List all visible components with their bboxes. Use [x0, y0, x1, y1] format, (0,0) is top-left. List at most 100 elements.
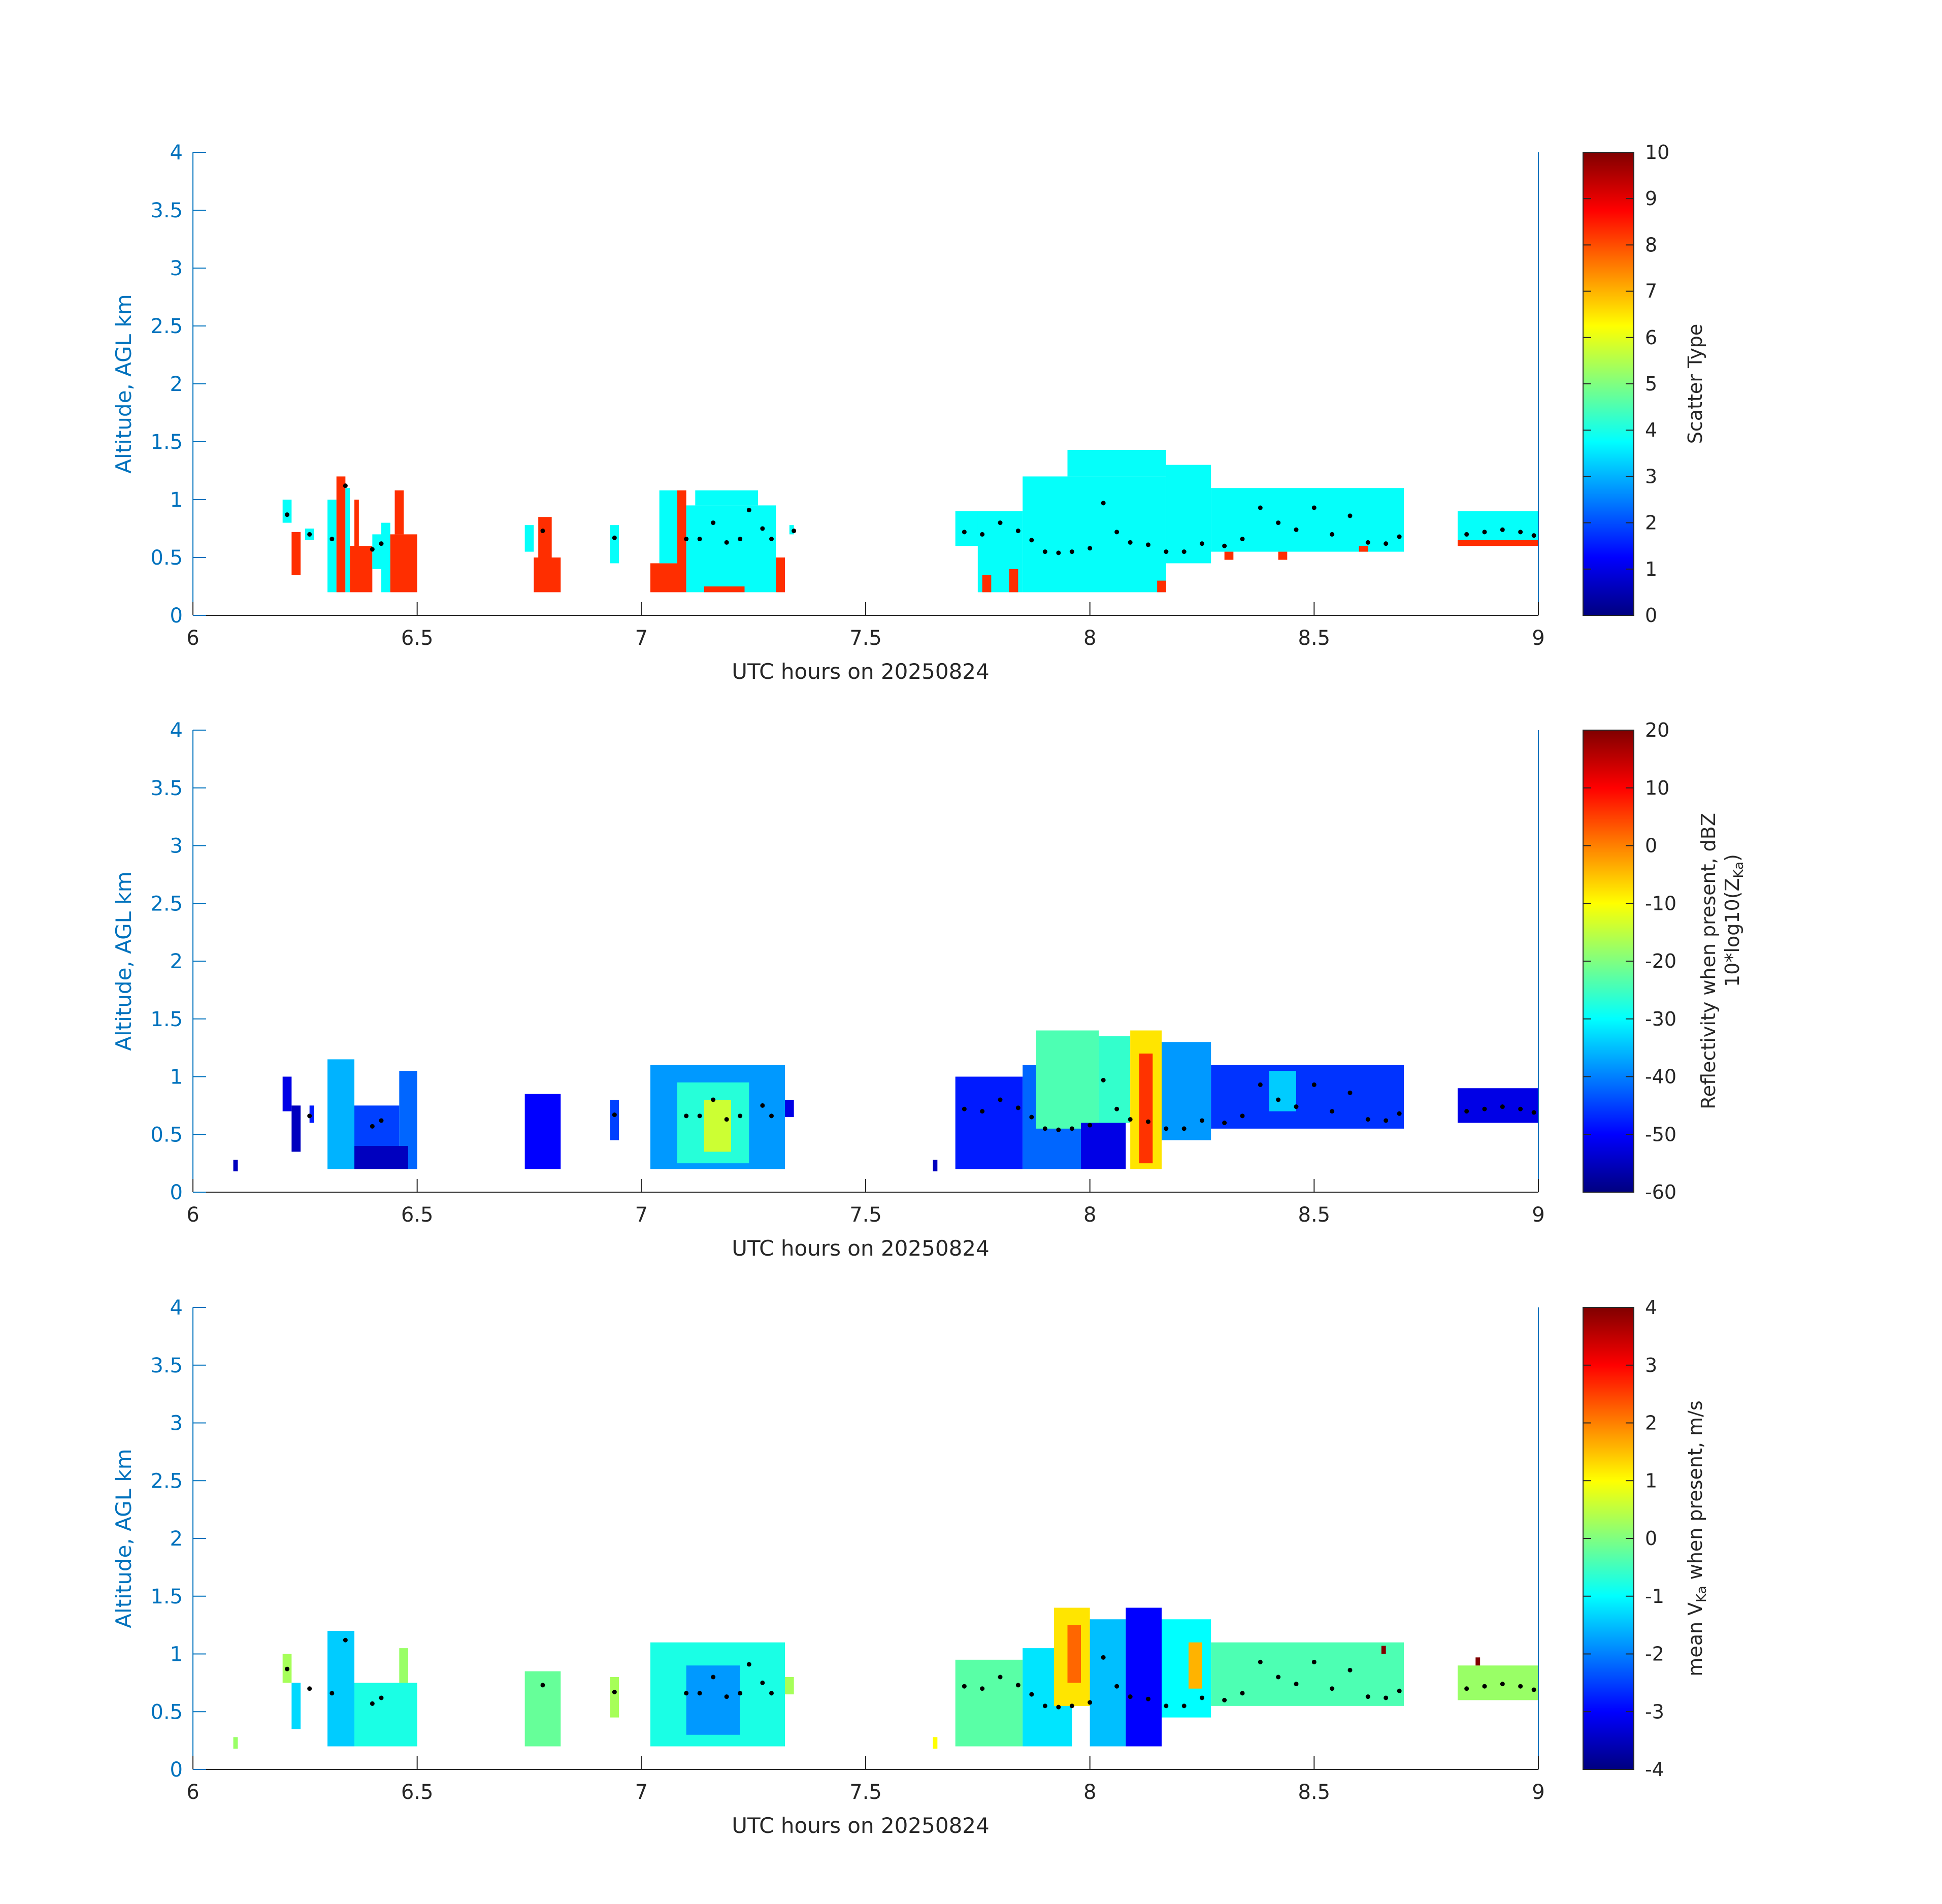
colorbar-tick-label: 10	[1645, 141, 1669, 163]
heatmap-cell	[336, 476, 346, 593]
colorbar-tick-label: -30	[1645, 1008, 1676, 1030]
cloud-base-dot	[1258, 1659, 1263, 1664]
cloud-base-dot	[1181, 549, 1187, 554]
cloud-base-dot	[1056, 1127, 1061, 1132]
cloud-base-dot	[738, 1113, 743, 1119]
cloud-base-dot	[1056, 1704, 1061, 1710]
cloud-base-dot	[1518, 1684, 1523, 1689]
cloud-base-dot	[1181, 1126, 1187, 1131]
cloud-base-dot	[760, 1680, 765, 1685]
cloud-base-dot	[1200, 541, 1204, 546]
cloud-base-dot	[1464, 1109, 1469, 1114]
cloud-base-dot	[1101, 501, 1106, 506]
x-tick-label: 6.5	[401, 1781, 434, 1804]
cloud-base-dot	[612, 1690, 617, 1695]
cloud-base-dots	[285, 1637, 1536, 1710]
y-tick-label: 3.5	[150, 1354, 183, 1377]
colorbar-tick-label: 7	[1645, 280, 1657, 303]
colorbar-tick-label: -10	[1645, 892, 1676, 914]
colorbar-tick-label: 3	[1645, 1354, 1657, 1376]
cloud-base-dot	[1482, 1106, 1487, 1111]
cloud-base-dot	[724, 1694, 729, 1699]
heatmap-cell	[1381, 1646, 1386, 1654]
heatmap-cell	[1359, 546, 1368, 552]
heatmap-cell	[1090, 1619, 1126, 1747]
x-tick-label: 8	[1083, 627, 1096, 650]
heatmap-cell	[933, 1160, 938, 1172]
y-axis-label: Altitude, AGL km	[111, 871, 136, 1051]
y-tick-label: 2	[170, 373, 183, 396]
y-tick-label: 1.5	[150, 1585, 183, 1608]
heatmap-cell	[1211, 1642, 1404, 1706]
panel-mean-velocity: 6 6.5 7 7.5 8 8.5 9 0 0.5 1 1.5 2 2.5 3 3.5 4 UTC hours …	[111, 1296, 1709, 1838]
cloud-base-dot	[1069, 1703, 1074, 1709]
heatmap-cell	[650, 563, 677, 593]
colorbar: -60 -50 -40 -30 -20 -10 0 10 20 Reflectivity when…	[1583, 719, 1747, 1203]
heatmap-cell	[327, 1059, 354, 1169]
heatmap-cell	[524, 525, 534, 552]
cloud-base-dot	[379, 1118, 384, 1123]
cloud-base-dot	[1518, 1106, 1523, 1111]
cloud-base-dot	[1500, 527, 1505, 532]
cloud-base-dot	[1146, 1696, 1150, 1701]
cloud-base-dot	[343, 483, 348, 488]
colorbar-tick-label: 20	[1645, 719, 1669, 741]
cloud-base-dot	[1397, 534, 1402, 539]
cloud-base-dot	[1531, 1110, 1536, 1115]
heatmap-cell	[1067, 1625, 1081, 1683]
cloud-base-dot	[697, 1691, 702, 1696]
cloud-base-dot	[1500, 1682, 1505, 1687]
cloud-base-dot	[980, 1109, 985, 1114]
y-tick-label: 0.5	[150, 1123, 183, 1146]
cloud-base-dot	[379, 1695, 384, 1700]
cloud-base-dot	[1294, 1104, 1299, 1109]
colorbar-tick-label: 0	[1645, 1527, 1657, 1550]
y-tick-label: 1	[170, 1066, 183, 1089]
heatmap-cell	[327, 1631, 354, 1747]
cloud-base-dot	[1276, 520, 1281, 526]
colorbar-tick-label: -20	[1645, 950, 1676, 972]
label-subscript: Ka	[1694, 1586, 1709, 1602]
cloud-base-dot	[684, 1113, 689, 1119]
cloud-base-dot	[1101, 1077, 1106, 1082]
cloud-base-dot	[1482, 530, 1487, 535]
cloud-base-dot	[1384, 1118, 1389, 1123]
cloud-base-dot	[1164, 1703, 1169, 1709]
cloud-base-dot	[1482, 1684, 1487, 1689]
cloud-base-dot	[1258, 1082, 1263, 1087]
heatmap-cell	[534, 557, 561, 593]
heatmap-cell	[695, 490, 758, 506]
x-tick-label: 7.5	[849, 627, 882, 650]
cloud-base-dot	[343, 1637, 348, 1643]
cloud-base-dot	[1311, 1082, 1316, 1087]
heatmap-cell	[372, 534, 381, 569]
x-tick-label: 9	[1532, 1781, 1544, 1804]
colorbar-tick-label: -4	[1645, 1758, 1664, 1781]
heatmap-cell	[1081, 1123, 1126, 1169]
y-tick-label: 2.5	[150, 1469, 183, 1493]
x-tick-label: 6	[186, 1781, 199, 1804]
heatmap-cell	[1139, 1054, 1153, 1164]
heatmap-cell	[955, 1076, 1023, 1169]
colorbar-tick-label: -50	[1645, 1123, 1676, 1145]
heatmap-cell	[982, 575, 992, 593]
colorbar-tick-label: 0	[1645, 835, 1657, 857]
heatmap-cell	[354, 1146, 408, 1169]
y-axis-label: Altitude, AGL km	[111, 1449, 136, 1628]
cloud-base-dot	[1200, 1118, 1204, 1123]
y-tick-label: 0.5	[150, 1700, 183, 1724]
cloud-base-dot	[1311, 505, 1316, 510]
cloud-base-dot	[1311, 1659, 1316, 1664]
cloud-base-dot	[1258, 505, 1263, 510]
colorbar-tick-label: 2	[1645, 1412, 1657, 1434]
heatmap-cell	[1126, 1607, 1162, 1747]
cloud-base-dot	[540, 1683, 545, 1688]
heatmap-cells	[233, 1607, 1538, 1749]
cloud-base-dot	[1330, 1109, 1335, 1114]
x-axis-label: UTC hours on 20250824	[732, 1813, 990, 1838]
colorbar-tick-label: -60	[1645, 1181, 1676, 1203]
x-tick-label: 7	[635, 627, 648, 650]
cloud-base-dot	[1330, 1686, 1335, 1691]
cloud-base-dot	[998, 520, 1003, 526]
cloud-base-dot	[1101, 1655, 1106, 1660]
